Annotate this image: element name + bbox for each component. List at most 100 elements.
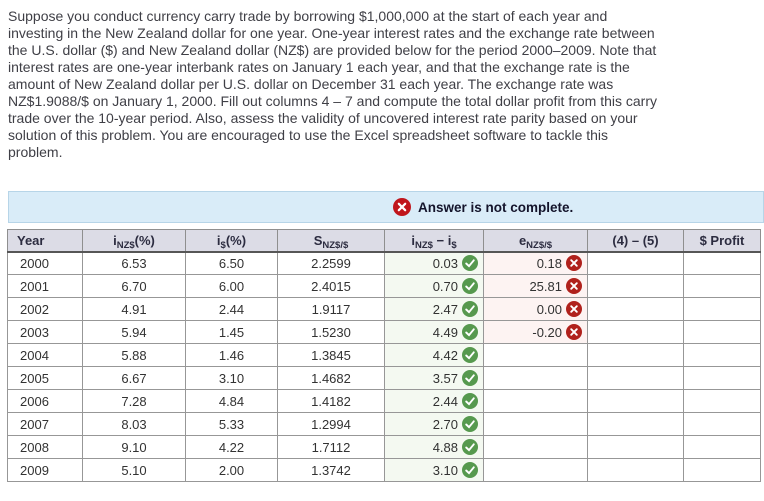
- cell-interest-diff[interactable]: 2.47: [384, 297, 484, 321]
- cell-interest-diff[interactable]: 4.49: [384, 320, 484, 344]
- cell-interest-diff[interactable]: 4.88: [384, 435, 484, 459]
- cell-dollar-profit[interactable]: [683, 251, 761, 275]
- cell-exchange-change[interactable]: 25.81: [483, 274, 588, 298]
- cell-i-nz-pct: 6.67: [82, 366, 186, 390]
- cell-exchange-change[interactable]: 0.00: [483, 297, 588, 321]
- header-subscript: NZ$/$: [526, 239, 553, 251]
- cell-i-nz-pct: 5.88: [82, 343, 186, 367]
- cell-year: 2005: [7, 366, 83, 390]
- correct-check-icon: [462, 439, 478, 455]
- header-text: (%): [225, 232, 247, 248]
- cell-interest-diff[interactable]: 3.57: [384, 366, 484, 390]
- cell-col4-minus-col5[interactable]: [587, 458, 684, 482]
- cell-exchange-change[interactable]: [483, 343, 588, 367]
- answer-value: 0.18: [536, 255, 562, 271]
- cell-interest-diff[interactable]: 3.10: [384, 458, 484, 482]
- cell-exchange-change[interactable]: 0.18: [483, 251, 588, 275]
- intro-line: investing in the New Zealand dollar for …: [8, 25, 655, 41]
- header-text: i: [411, 232, 415, 248]
- cell-interest-diff[interactable]: 0.70: [384, 274, 484, 298]
- table-row-2005: 2005 6.67 3.10 1.4682 3.57: [7, 366, 761, 390]
- column-header-interest-diff: iNZ$ − i$: [384, 229, 484, 253]
- correct-check-icon: [462, 255, 478, 272]
- cell-i-nz-pct: 5.10: [82, 458, 186, 482]
- cell-dollar-profit[interactable]: [683, 458, 761, 482]
- cell-dollar-profit[interactable]: [683, 435, 761, 459]
- cell-year: 2001: [7, 274, 83, 298]
- cell-i-us-pct: 4.22: [185, 435, 278, 459]
- header-text: e: [518, 232, 527, 248]
- cell-i-us-pct: 5.33: [185, 412, 278, 436]
- cell-dollar-profit[interactable]: [683, 343, 761, 367]
- answer-value-with-mark: 25.81: [489, 278, 582, 294]
- cell-dollar-profit[interactable]: [683, 366, 761, 390]
- intro-line: problem.: [8, 144, 63, 160]
- cell-i-nz-pct: 4.91: [82, 297, 186, 321]
- cell-col4-minus-col5[interactable]: [587, 389, 684, 413]
- cell-spot-rate: 1.3742: [277, 458, 385, 482]
- cell-dollar-profit[interactable]: [683, 412, 761, 436]
- cell-i-nz-pct: 6.53: [82, 251, 186, 275]
- cell-i-us-pct: 4.84: [185, 389, 278, 413]
- cell-year: 2009: [7, 458, 83, 482]
- cell-i-us-pct: 6.50: [185, 251, 278, 275]
- cell-i-us-pct: 2.44: [185, 297, 278, 321]
- correct-check-icon: [462, 370, 478, 386]
- cell-col4-minus-col5[interactable]: [587, 366, 684, 390]
- cell-spot-rate: 1.9117: [277, 297, 385, 321]
- answer-value-with-mark: 2.47: [390, 301, 478, 317]
- correct-check-icon: [462, 278, 478, 294]
- answer-value-with-mark: 2.70: [390, 416, 478, 432]
- cell-dollar-profit[interactable]: [683, 320, 761, 344]
- cell-exchange-change[interactable]: [483, 389, 588, 413]
- header-text: (%): [134, 232, 155, 248]
- incorrect-x-icon: [566, 301, 582, 317]
- answer-value-with-mark: 0.70: [390, 278, 478, 294]
- cell-col4-minus-col5[interactable]: [587, 274, 684, 298]
- header-text: Year: [17, 232, 45, 248]
- incorrect-x-icon: [566, 278, 582, 294]
- cell-exchange-change[interactable]: [483, 458, 588, 482]
- cell-dollar-profit[interactable]: [683, 274, 761, 298]
- cell-interest-diff[interactable]: 4.42: [384, 343, 484, 367]
- cell-i-nz-pct: 7.28: [82, 389, 186, 413]
- cell-exchange-change[interactable]: [483, 435, 588, 459]
- cell-col4-minus-col5[interactable]: [587, 297, 684, 321]
- cell-spot-rate: 2.4015: [277, 274, 385, 298]
- cell-col4-minus-col5[interactable]: [587, 435, 684, 459]
- answer-value-with-mark: 4.49: [390, 324, 478, 340]
- intro-line: amount of New Zealand dollar per U.S. do…: [8, 76, 614, 92]
- cell-spot-rate: 1.4182: [277, 389, 385, 413]
- cell-dollar-profit[interactable]: [683, 389, 761, 413]
- cell-exchange-change[interactable]: -0.20: [483, 320, 588, 344]
- intro-line: interest rates are one-year interbank ra…: [8, 59, 630, 75]
- cell-col4-minus-col5[interactable]: [587, 320, 684, 344]
- cell-i-nz-pct: 6.70: [82, 274, 186, 298]
- table-row-2006: 2006 7.28 4.84 1.4182 2.44: [7, 389, 761, 413]
- table-row-2000: 2000 6.53 6.50 2.2599 0.03 0.18: [7, 251, 761, 275]
- table-row-2004: 2004 5.88 1.46 1.3845 4.42: [7, 343, 761, 367]
- header-subscript: NZ$: [414, 239, 433, 251]
- cell-interest-diff[interactable]: 2.70: [384, 412, 484, 436]
- answer-value-with-mark: 2.44: [390, 393, 478, 409]
- answer-value-with-mark: -0.20: [489, 324, 582, 340]
- cell-col4-minus-col5[interactable]: [587, 343, 684, 367]
- cell-col4-minus-col5[interactable]: [587, 412, 684, 436]
- cell-exchange-change[interactable]: [483, 412, 588, 436]
- answer-value: 4.42: [432, 347, 458, 363]
- column-header-exchange-change: eNZ$/$: [483, 229, 588, 253]
- answer-status-banner: Answer is not complete.: [8, 191, 764, 223]
- answer-value: 4.88: [432, 439, 458, 455]
- cell-exchange-change[interactable]: [483, 366, 588, 390]
- header-subscript: $: [451, 239, 457, 251]
- cell-interest-diff[interactable]: 0.03: [384, 251, 484, 275]
- cell-col4-minus-col5[interactable]: [587, 251, 684, 275]
- table-row-2009: 2009 5.10 2.00 1.3742 3.10: [7, 458, 761, 482]
- answer-value: 3.10: [432, 462, 458, 478]
- column-header-col4-minus-col5: (4) – (5): [587, 229, 684, 253]
- answer-value-with-mark: 0.00: [489, 301, 582, 317]
- cell-dollar-profit[interactable]: [683, 297, 761, 321]
- header-text: i: [447, 232, 452, 248]
- header-subscript: NZ$/$: [322, 239, 349, 251]
- cell-interest-diff[interactable]: 2.44: [384, 389, 484, 413]
